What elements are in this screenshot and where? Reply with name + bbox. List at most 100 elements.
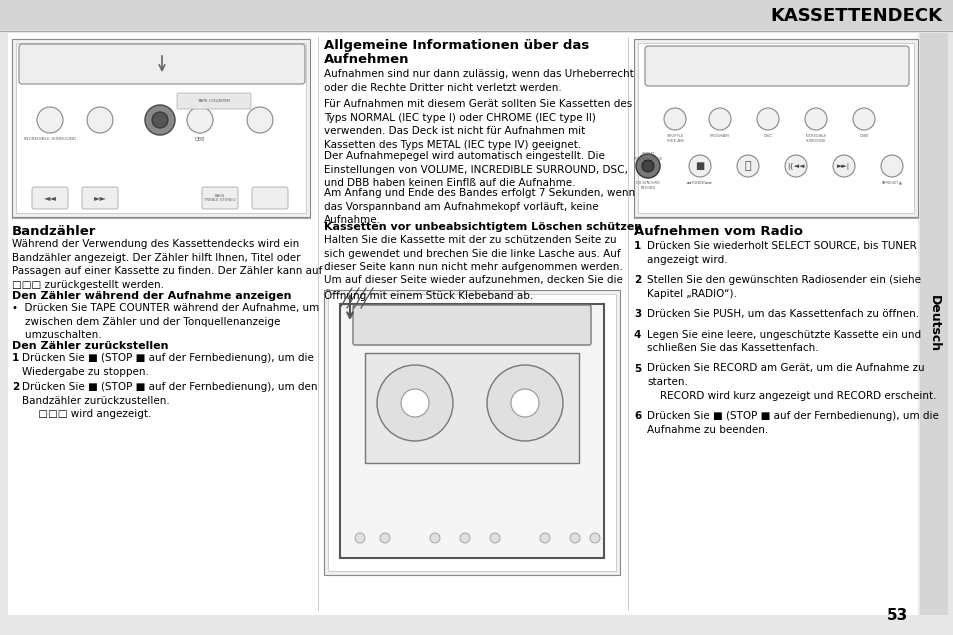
Text: •  Drücken Sie TAPE COUNTER während der Aufnahme, um
    zwischen dem Zähler und: • Drücken Sie TAPE COUNTER während der A… — [12, 303, 319, 340]
Circle shape — [539, 533, 550, 543]
Text: Legen Sie eine leere, ungeschützte Kassette ein und
schließen Sie das Kassettenf: Legen Sie eine leere, ungeschützte Kasse… — [646, 330, 921, 353]
Circle shape — [708, 108, 730, 130]
Text: |{◄◄: |{◄◄ — [786, 163, 804, 170]
Text: ►►: ►► — [93, 194, 107, 203]
Text: ⏯: ⏯ — [744, 161, 751, 171]
Text: 53: 53 — [886, 608, 907, 623]
Text: Während der Verwendung des Kassettendecks wird ein
Bandzähler angezeigt. Der Zäh: Während der Verwendung des Kassettendeck… — [12, 239, 322, 290]
Text: Den Zähler zurückstellen: Den Zähler zurückstellen — [12, 341, 169, 351]
FancyBboxPatch shape — [32, 187, 68, 209]
Text: BASS
TREBLE STEREO: BASS TREBLE STEREO — [204, 194, 235, 203]
Text: INCREDIBLE SURROUND: INCREDIBLE SURROUND — [24, 137, 76, 141]
Circle shape — [87, 107, 112, 133]
Text: Deutsch: Deutsch — [926, 295, 940, 352]
Bar — [634, 39, 917, 217]
FancyBboxPatch shape — [252, 187, 288, 209]
Circle shape — [430, 533, 439, 543]
Circle shape — [832, 155, 854, 177]
Text: Am Anfang und Ende des Bandes erfolgt 7 Sekunden, wenn
das Vorspannband am Aufna: Am Anfang und Ende des Bandes erfolgt 7 … — [324, 188, 635, 225]
Circle shape — [400, 389, 429, 417]
Text: Den Zähler während der Aufnahme anzeigen: Den Zähler während der Aufnahme anzeigen — [12, 291, 292, 301]
Bar — [12, 39, 310, 217]
Bar — [919, 33, 947, 615]
Text: 2: 2 — [12, 382, 19, 392]
Circle shape — [187, 107, 213, 133]
Circle shape — [490, 533, 499, 543]
Bar — [638, 43, 913, 213]
FancyBboxPatch shape — [82, 187, 118, 209]
Circle shape — [880, 155, 902, 177]
Circle shape — [757, 108, 779, 130]
Circle shape — [152, 112, 168, 128]
Text: Um auf dieser Seite wieder aufzunehmen, decken Sie die
Öffnung mit einem Stück K: Um auf dieser Seite wieder aufzunehmen, … — [324, 275, 622, 302]
Text: CD SYNCHRO
RECORD: CD SYNCHRO RECORD — [636, 181, 659, 190]
Text: Allgemeine Informationen über das: Allgemeine Informationen über das — [324, 39, 589, 52]
Text: REPEAT
REVERSE MODE: REPEAT REVERSE MODE — [633, 152, 661, 161]
Text: Halten Sie die Kassette mit der zu schützenden Seite zu
sich gewendet und breche: Halten Sie die Kassette mit der zu schüt… — [324, 235, 622, 272]
Text: ■: ■ — [695, 161, 704, 171]
FancyBboxPatch shape — [202, 187, 237, 209]
Circle shape — [784, 155, 806, 177]
Text: Drücken Sie ■ (STOP ■ auf der Fernbedienung), um die
Aufnahme zu beenden.: Drücken Sie ■ (STOP ■ auf der Fernbedien… — [646, 411, 938, 434]
Circle shape — [852, 108, 874, 130]
Circle shape — [688, 155, 710, 177]
Text: DBB: DBB — [859, 134, 868, 138]
Text: 4: 4 — [634, 330, 640, 340]
Text: ◄◄TUNING►►: ◄◄TUNING►► — [685, 181, 713, 185]
Text: 1: 1 — [634, 241, 640, 251]
Text: Für Aufnahmen mit diesem Gerät sollten Sie Kassetten des
Typs NORMAL (IEC type I: Für Aufnahmen mit diesem Gerät sollten S… — [324, 99, 632, 150]
Circle shape — [569, 533, 579, 543]
Circle shape — [376, 365, 453, 441]
Circle shape — [636, 154, 659, 178]
Bar — [328, 294, 616, 571]
Circle shape — [145, 105, 174, 135]
Circle shape — [459, 533, 470, 543]
Bar — [16, 43, 306, 213]
Bar — [0, 0, 953, 30]
Circle shape — [379, 533, 390, 543]
Text: ◄◄: ◄◄ — [44, 194, 56, 203]
Text: Drücken Sie RECORD am Gerät, um die Aufnahme zu
starten.
    RECORD wird kurz an: Drücken Sie RECORD am Gerät, um die Aufn… — [646, 363, 936, 401]
Text: 3: 3 — [634, 309, 640, 319]
Text: KASSETTENDECK: KASSETTENDECK — [769, 7, 941, 25]
Circle shape — [355, 533, 365, 543]
FancyBboxPatch shape — [353, 305, 590, 345]
Text: Drücken Sie ■ (STOP ■ auf der Fernbedienung), um die
Wiedergabe zu stoppen.: Drücken Sie ■ (STOP ■ auf der Fernbedien… — [22, 353, 314, 377]
Text: 2: 2 — [634, 275, 640, 285]
Text: Aufnahmen sind nur dann zulässig, wenn das Urheberrecht
oder die Rechte Dritter : Aufnahmen sind nur dann zulässig, wenn d… — [324, 69, 633, 93]
Text: 6: 6 — [634, 411, 640, 421]
Text: Drücken Sie ■ (STOP ■ auf der Fernbedienung), um den
Bandzähler zurückzustellen.: Drücken Sie ■ (STOP ■ auf der Fernbedien… — [22, 382, 317, 419]
Bar — [324, 290, 619, 575]
Circle shape — [247, 107, 273, 133]
Text: Drücken Sie wiederholt SELECT SOURCE, bis TUNER
angezeigt wird.: Drücken Sie wiederholt SELECT SOURCE, bi… — [646, 241, 916, 265]
Text: Aufnehmen: Aufnehmen — [324, 53, 409, 66]
FancyBboxPatch shape — [644, 46, 908, 86]
Circle shape — [486, 365, 562, 441]
Text: DSC: DSC — [762, 134, 772, 138]
Text: Aufnehmen vom Radio: Aufnehmen vom Radio — [634, 225, 802, 238]
Text: Der Aufnahmepegel wird automatisch eingestellt. Die
Einstellungen von VOLUME, IN: Der Aufnahmepegel wird automatisch einge… — [324, 151, 627, 188]
FancyBboxPatch shape — [177, 93, 251, 109]
Circle shape — [641, 160, 654, 172]
Circle shape — [737, 155, 759, 177]
Circle shape — [589, 533, 599, 543]
Circle shape — [511, 389, 538, 417]
Text: Bandzähler: Bandzähler — [12, 225, 96, 238]
Text: DBB: DBB — [194, 137, 205, 142]
Text: Kassetten vor unbeabsichtigtem Löschen schützen: Kassetten vor unbeabsichtigtem Löschen s… — [324, 222, 641, 232]
Text: Drücken Sie PUSH, um das Kassettenfach zu öffnen.: Drücken Sie PUSH, um das Kassettenfach z… — [646, 309, 918, 319]
Text: ▼PRESET▲: ▼PRESET▲ — [881, 181, 902, 185]
FancyBboxPatch shape — [19, 44, 305, 84]
Circle shape — [663, 108, 685, 130]
Bar — [339, 304, 603, 558]
Circle shape — [804, 108, 826, 130]
Text: Stellen Sie den gewünschten Radiosender ein (siehe
Kapitel „RADIO“).: Stellen Sie den gewünschten Radiosender … — [646, 275, 920, 298]
Text: 1: 1 — [12, 353, 19, 363]
Text: ►►|: ►►| — [837, 163, 850, 170]
Text: SHUFFLE
SIDE A/B: SHUFFLE SIDE A/B — [665, 134, 683, 143]
Text: TAPE COUNTER: TAPE COUNTER — [197, 99, 231, 103]
Circle shape — [37, 107, 63, 133]
Text: INCREDIBLE
SURROUND: INCREDIBLE SURROUND — [804, 134, 825, 143]
Bar — [365, 353, 578, 463]
Text: PROGRAM: PROGRAM — [709, 134, 729, 138]
